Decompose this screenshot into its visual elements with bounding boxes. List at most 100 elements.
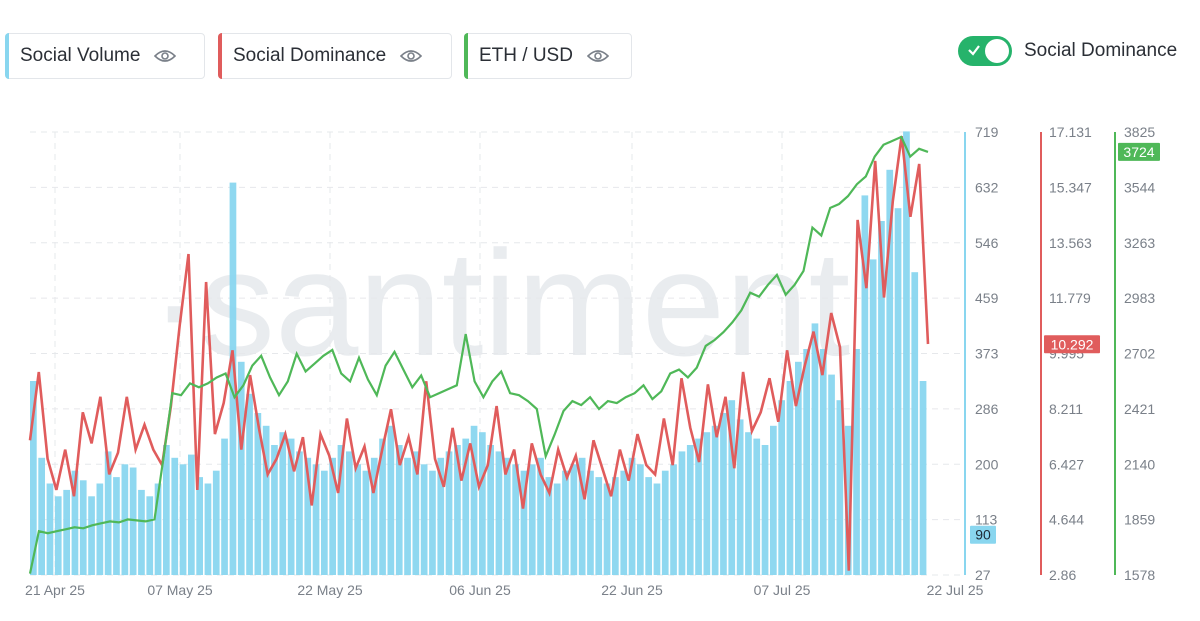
volume-bar [711, 425, 719, 575]
legend-color-bar [218, 33, 222, 79]
toggle-switch[interactable] [958, 36, 1012, 66]
volume-bar [63, 489, 70, 575]
x-tick-label: 07 May 25 [147, 582, 213, 598]
volume-bar [287, 438, 295, 575]
price-tick-label: 3825 [1124, 124, 1155, 140]
volume-bar [46, 483, 54, 575]
eye-icon[interactable] [154, 49, 177, 63]
volume-bar [304, 457, 312, 575]
volume-bar [188, 454, 195, 575]
volume-bar [695, 438, 702, 575]
volume-bar [578, 457, 586, 575]
axes: 719 632 546 459 373 286 200 113 27 17.131 15.347 13… [25, 124, 1160, 598]
volume-bar [886, 169, 894, 576]
volume-bar [736, 419, 744, 575]
grid [30, 131, 965, 576]
x-tick-label: 07 Jul 25 [754, 582, 811, 598]
volume-bar [221, 438, 228, 575]
eye-icon[interactable] [400, 49, 423, 63]
volume-bar [587, 470, 594, 575]
legend-social-dominance[interactable]: Social Dominance [218, 33, 452, 79]
volume-bar [96, 483, 104, 575]
volume-bar [844, 425, 852, 575]
volume-bar [138, 489, 145, 575]
toggle-label: Social Dominance [1024, 40, 1178, 61]
volume-bar [196, 477, 203, 575]
volume-bar [595, 477, 603, 575]
volume-bar [861, 195, 869, 575]
volume-bar [30, 381, 37, 575]
volume-bar [337, 445, 345, 575]
x-tick-label: 06 Jun 25 [449, 582, 511, 598]
volume-bar [246, 393, 253, 575]
volume-current-badge: 90 [975, 527, 991, 543]
volume-bar [836, 400, 844, 575]
legend-eth-usd[interactable]: ETH / USD [464, 33, 632, 79]
volume-tick-label: 459 [975, 290, 999, 306]
volume-tick-label: 719 [975, 124, 999, 140]
eth-usd-line [28, 135, 929, 574]
price-tick-label: 2421 [1124, 401, 1155, 417]
price-tick-label: 3544 [1124, 179, 1155, 195]
volume-bar [894, 208, 902, 575]
volume-bar [803, 349, 810, 575]
volume-bar [346, 451, 353, 575]
price-tick-label: 3263 [1124, 235, 1155, 251]
dominance-tick-label: 15.347 [1049, 179, 1092, 195]
volume-bar [362, 470, 370, 575]
dominance-current-badge-bg [1044, 335, 1100, 354]
volume-bar [370, 457, 378, 575]
volume-bar [395, 445, 403, 575]
volume-bar [869, 259, 877, 575]
volume-bar [154, 483, 162, 575]
dominance-current-badge: 10.292 [1051, 336, 1094, 352]
volume-tick-label: 286 [975, 401, 999, 417]
volume-bar [237, 361, 245, 575]
volume-bar [878, 221, 885, 575]
eye-icon[interactable] [586, 49, 609, 63]
volume-bar [745, 432, 752, 575]
volume-bar [853, 349, 860, 575]
volume-bar [445, 451, 453, 575]
volume-bar [146, 496, 154, 575]
price-current-badge: 3724 [1123, 144, 1154, 160]
volume-bar [919, 381, 927, 575]
volume-bar [229, 182, 237, 575]
social-dominance-toggle[interactable]: Social Dominance [958, 36, 1177, 66]
volume-bar [262, 425, 270, 575]
legend-color-bar [5, 33, 9, 79]
volume-bar [637, 464, 644, 576]
volume-bar [703, 432, 711, 575]
volume-bar [312, 464, 320, 576]
volume-bar [404, 457, 411, 575]
price-tick-label: 2140 [1124, 456, 1155, 472]
dominance-tick-label: 8.211 [1049, 401, 1083, 417]
volume-bar [479, 432, 486, 575]
volume-bar [653, 483, 661, 575]
volume-bar [429, 470, 436, 575]
volume-bar [645, 477, 652, 575]
volume-bar [163, 445, 170, 575]
volume-bar [437, 457, 445, 575]
volume-bar [819, 349, 827, 575]
check-icon [968, 45, 980, 56]
volume-bar [903, 131, 910, 575]
volume-tick-label: 200 [975, 456, 999, 472]
volume-bar [786, 381, 794, 575]
volume-bar [329, 457, 336, 575]
volume-bar [678, 451, 686, 575]
volume-bar [720, 413, 727, 575]
dominance-tick-label: 17.131 [1049, 124, 1092, 140]
volume-bar [179, 464, 187, 576]
volume-bar [271, 445, 278, 575]
legend-color-bar [464, 33, 468, 79]
volume-bar [354, 464, 361, 576]
volume-bar [770, 425, 777, 575]
volume-bar [620, 470, 628, 575]
volume-tick-label: 113 [975, 512, 998, 528]
volume-bar [811, 323, 819, 575]
legend-social-volume[interactable]: Social Volume [5, 33, 205, 79]
legend-label: Social Dominance [233, 45, 387, 66]
price-tick-label: 2983 [1124, 290, 1155, 306]
